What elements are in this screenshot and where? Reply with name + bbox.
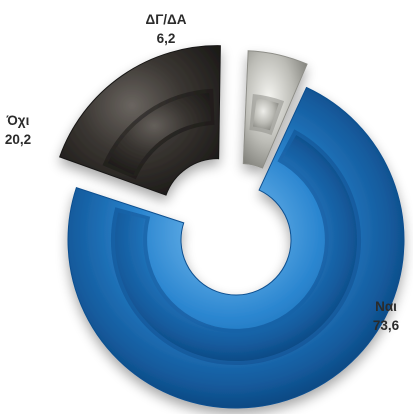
slice-highlight <box>252 98 279 131</box>
category-label: Όχι <box>6 113 30 128</box>
slice-nai <box>67 86 405 409</box>
data-label-nai: Ναι 73,6 <box>373 299 400 333</box>
slice-ochi <box>59 45 221 196</box>
data-label-ochi: Όχι 20,2 <box>5 113 31 147</box>
category-label: ΔΓ/ΔΑ <box>145 12 186 27</box>
slice-dg-da <box>242 50 308 169</box>
data-label-dg-da: ΔΓ/ΔΑ 6,2 <box>145 12 186 46</box>
slice-bevel <box>110 129 362 366</box>
value-label: 20,2 <box>5 132 31 147</box>
category-label: Ναι <box>375 299 397 314</box>
slice-highlight <box>107 92 212 175</box>
value-label: 73,6 <box>373 318 400 333</box>
value-label: 6,2 <box>157 31 176 46</box>
